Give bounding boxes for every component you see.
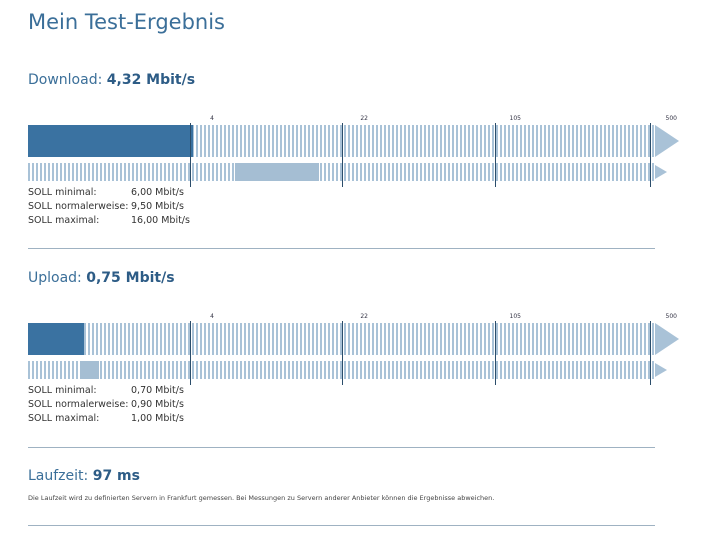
soll-value: 0,90 Mbit/s <box>131 399 184 410</box>
upload-label: Upload: <box>28 270 82 286</box>
upload-soll-list: SOLL minimal: 0,70 Mbit/s SOLL normalerwe… <box>28 384 184 426</box>
scale-divider <box>495 123 496 187</box>
soll-value: 0,70 Mbit/s <box>131 385 184 396</box>
scale-divider <box>495 321 496 385</box>
scale-divider <box>650 321 651 385</box>
scale-arrow-icon <box>655 363 667 377</box>
soll-value: 1,00 Mbit/s <box>131 413 184 424</box>
tick-label-4: 4 <box>210 313 214 320</box>
upload-value: 0,75 Mbit/s <box>86 270 175 286</box>
scale-divider <box>190 321 191 385</box>
latency-note: Die Laufzeit wird zu definierten Servern… <box>28 494 495 502</box>
soll-value: 6,00 Mbit/s <box>131 187 184 198</box>
tick-label-500: 500 <box>665 313 677 320</box>
soll-row: SOLL minimal: 0,70 Mbit/s <box>28 384 184 398</box>
section-divider <box>28 525 655 526</box>
upload-heading: Upload: 0,75 Mbit/s <box>28 270 175 286</box>
tick-label-500: 500 <box>665 115 677 122</box>
download-speed-bar: 4 22 105 500 <box>28 115 680 187</box>
soll-row: SOLL maximal: 1,00 Mbit/s <box>28 412 184 426</box>
download-soll-range-fill <box>235 163 319 181</box>
download-measured-fill <box>28 125 193 157</box>
upload-speed-bar: 4 22 105 500 <box>28 313 680 385</box>
soll-label: SOLL minimal: <box>28 187 97 198</box>
section-divider <box>28 447 655 448</box>
soll-value: 16,00 Mbit/s <box>131 215 190 226</box>
soll-track <box>28 163 654 181</box>
tick-label-22: 22 <box>360 115 368 122</box>
scale-arrow-icon <box>655 165 667 179</box>
tick-label-22: 22 <box>360 313 368 320</box>
tick-label-4: 4 <box>210 115 214 122</box>
soll-track <box>28 361 654 379</box>
soll-label: SOLL maximal: <box>28 413 100 424</box>
latency-heading: Laufzeit: 97 ms <box>28 468 140 484</box>
soll-label: SOLL normalerweise: <box>28 201 129 212</box>
scale-arrow-icon <box>655 125 679 157</box>
download-value: 4,32 Mbit/s <box>106 72 196 88</box>
download-soll-list: SOLL minimal: 6,00 Mbit/s SOLL normalerwe… <box>28 186 190 228</box>
section-divider <box>28 248 655 249</box>
soll-label: SOLL normalerweise: <box>28 399 129 410</box>
soll-label: SOLL minimal: <box>28 385 97 396</box>
soll-row: SOLL minimal: 6,00 Mbit/s <box>28 186 190 200</box>
page-title: Mein Test-Ergebnis <box>28 10 225 34</box>
soll-label: SOLL maximal: <box>28 215 100 226</box>
tick-label-105: 105 <box>509 313 521 320</box>
scale-divider <box>342 321 343 385</box>
download-label: Download: <box>28 72 103 88</box>
tick-label-105: 105 <box>509 115 521 122</box>
latency-value: 97 ms <box>92 468 140 484</box>
scale-divider <box>190 123 191 187</box>
download-heading: Download: 4,32 Mbit/s <box>28 72 195 88</box>
soll-row: SOLL normalerweise: 0,90 Mbit/s <box>28 398 184 412</box>
upload-measured-fill <box>28 323 84 355</box>
soll-row: SOLL normalerweise: 9,50 Mbit/s <box>28 200 190 214</box>
soll-row: SOLL maximal: 16,00 Mbit/s <box>28 214 190 228</box>
latency-label: Laufzeit: <box>28 468 89 484</box>
scale-divider <box>650 123 651 187</box>
scale-divider <box>342 123 343 187</box>
upload-soll-range-fill <box>80 361 99 379</box>
measured-track <box>28 323 654 355</box>
soll-value: 9,50 Mbit/s <box>131 201 184 212</box>
scale-arrow-icon <box>655 323 679 355</box>
